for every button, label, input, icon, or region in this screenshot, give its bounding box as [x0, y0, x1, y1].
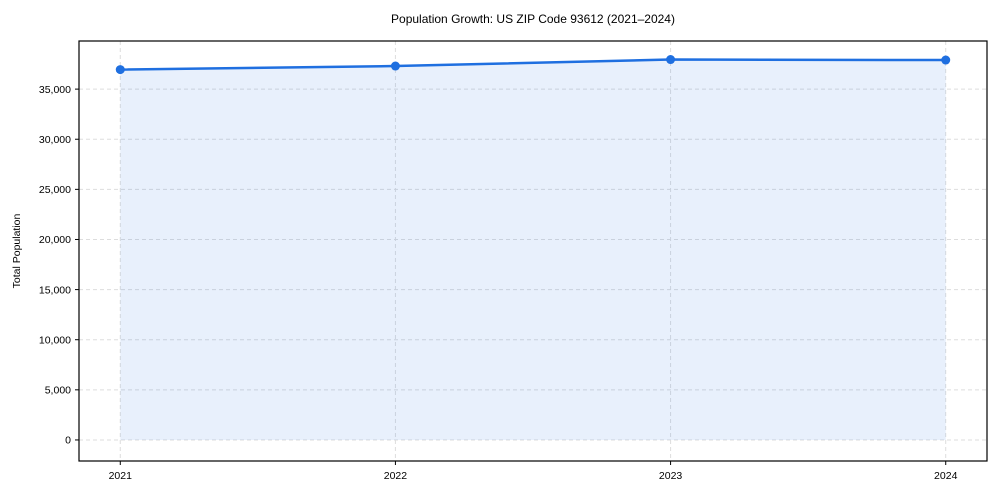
x-tick-label: 2024: [934, 470, 958, 482]
data-line: [119, 58, 947, 71]
y-tick-label: 5,000: [45, 385, 71, 397]
data-point: [115, 65, 125, 75]
x-tick-label: 2023: [659, 470, 683, 482]
data-point: [390, 61, 400, 71]
y-tick-label: 10,000: [39, 334, 71, 346]
data-point: [941, 55, 951, 65]
x-tick-label: 2022: [384, 470, 408, 482]
data-point: [666, 55, 676, 65]
y-tick-label: 20,000: [39, 234, 71, 246]
y-tick-label: 30,000: [39, 134, 71, 146]
area-fill: [120, 59, 946, 440]
y-tick-label: 25,000: [39, 184, 71, 196]
y-axis-label: Total Population: [11, 213, 23, 289]
chart-title: Population Growth: US ZIP Code 93612 (20…: [391, 12, 675, 26]
plot-border: [78, 40, 988, 462]
y-tick-label: 15,000: [39, 284, 71, 296]
x-tick-label: 2021: [109, 470, 133, 482]
y-tick-label: 35,000: [39, 84, 71, 96]
y-tick-label: 0: [65, 435, 71, 447]
